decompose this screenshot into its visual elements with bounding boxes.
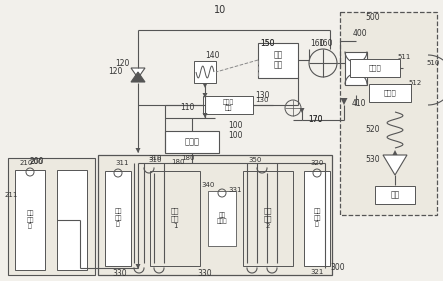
Text: 110: 110 [181,103,195,112]
Text: 140: 140 [205,51,219,60]
Text: 100: 100 [228,121,242,130]
Text: 210: 210 [20,160,33,166]
Text: 150: 150 [260,38,275,47]
Text: 180: 180 [171,159,185,165]
FancyBboxPatch shape [8,158,95,275]
Text: 130: 130 [255,97,268,103]
Text: 180: 180 [182,155,195,161]
FancyBboxPatch shape [57,170,87,270]
Text: 510: 510 [426,60,439,66]
FancyBboxPatch shape [304,171,330,266]
Polygon shape [202,93,207,98]
FancyBboxPatch shape [203,96,253,114]
Text: 第二
排气
阀: 第二 排气 阀 [114,209,122,227]
Text: 330: 330 [198,269,212,278]
Polygon shape [341,98,347,105]
FancyBboxPatch shape [258,42,298,78]
FancyBboxPatch shape [350,59,400,77]
Text: 10: 10 [214,5,226,15]
Text: 200: 200 [30,157,44,167]
Text: 冷却
风扇
1: 冷却 风扇 1 [171,207,179,229]
Text: 340: 340 [202,182,215,188]
Polygon shape [136,148,140,153]
Text: 120: 120 [115,58,129,67]
Text: 安全阀: 安全阀 [384,90,396,96]
FancyBboxPatch shape [194,61,216,83]
Text: 100: 100 [228,130,242,139]
FancyBboxPatch shape [15,170,45,270]
Text: 150: 150 [260,38,275,47]
Polygon shape [202,83,207,88]
Text: 160: 160 [318,38,333,47]
Text: 500: 500 [365,12,380,22]
Text: 330: 330 [113,269,127,278]
Text: 循环泵: 循环泵 [184,137,199,146]
Text: 410: 410 [352,99,366,108]
FancyBboxPatch shape [375,186,415,204]
FancyBboxPatch shape [105,171,131,266]
Polygon shape [202,113,207,118]
Text: 520: 520 [365,126,380,135]
Text: 气泵: 气泵 [390,191,400,200]
Text: 331: 331 [228,187,241,193]
Text: 压力阀: 压力阀 [369,65,381,71]
FancyBboxPatch shape [98,155,332,275]
Polygon shape [299,108,304,113]
Text: 311: 311 [115,160,128,166]
Text: 170: 170 [308,115,323,124]
Polygon shape [136,264,140,269]
FancyBboxPatch shape [208,191,236,246]
Text: 300: 300 [330,264,345,273]
Text: 冷却
风扇
2: 冷却 风扇 2 [264,207,272,229]
Text: 211: 211 [5,192,18,198]
Text: 310: 310 [148,157,162,163]
Text: 自动
排气阀: 自动 排气阀 [217,212,227,224]
FancyBboxPatch shape [345,51,367,85]
Text: 350: 350 [248,157,261,163]
Text: 压力
开关: 压力 开关 [273,50,283,70]
Text: 130: 130 [255,92,269,101]
Polygon shape [383,155,407,175]
Text: 512: 512 [408,80,421,86]
Text: 310: 310 [148,155,162,161]
Polygon shape [392,150,397,155]
Text: 120: 120 [109,67,123,76]
Text: 321: 321 [310,269,323,275]
Text: 400: 400 [353,28,368,37]
Text: 170: 170 [308,114,323,124]
Polygon shape [131,68,145,78]
Text: 第三
排气
阀: 第三 排气 阀 [313,209,321,227]
Text: 511: 511 [397,54,410,60]
Text: 320: 320 [310,160,323,166]
Polygon shape [131,72,145,82]
Text: 530: 530 [365,155,380,164]
Text: 温度传
感器: 温度传 感器 [222,99,233,111]
Text: 200: 200 [30,159,43,165]
FancyBboxPatch shape [369,84,411,102]
FancyBboxPatch shape [165,131,219,153]
FancyBboxPatch shape [340,12,437,215]
Text: 第一
排气
阀: 第一 排气 阀 [26,211,34,229]
Text: 160: 160 [310,38,325,47]
